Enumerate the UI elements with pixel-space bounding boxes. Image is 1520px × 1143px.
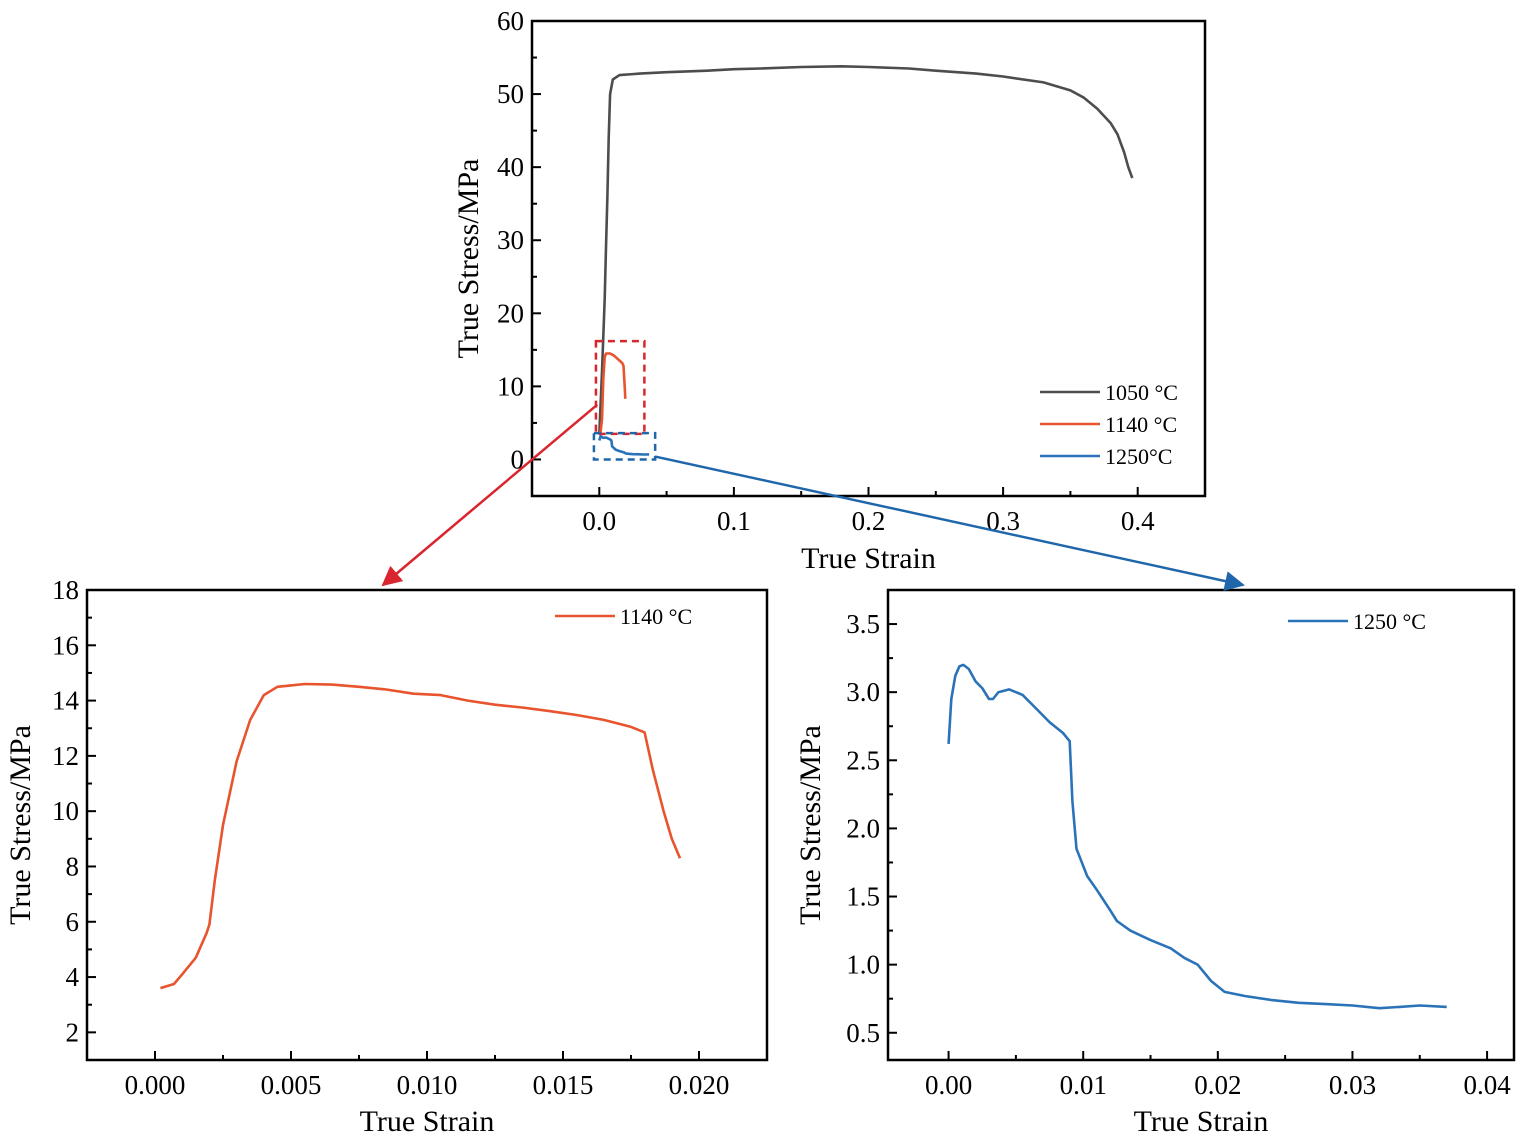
arrow-to-1140-chart xyxy=(381,403,599,587)
plot-frame xyxy=(85,588,769,1062)
x-axis-label: True Strain xyxy=(801,542,936,575)
x-tick-label: 0.020 xyxy=(669,1070,730,1100)
legend-label: 1050 °C xyxy=(1105,380,1178,405)
x-tick-label: 0.010 xyxy=(397,1070,458,1100)
x-tick-label: 0.03 xyxy=(1329,1070,1376,1100)
series-line-1050 xyxy=(598,65,1134,434)
y-tick-label: 60 xyxy=(497,6,524,36)
left-chart: 0.000 0.005 0.010 0.015 0.020 2 4 6 8 10 12 14 16 18 T… xyxy=(4,575,769,1138)
y-tick-label: 20 xyxy=(497,298,524,328)
y-tick-label: 12 xyxy=(52,741,79,771)
legend-label: 1250 °C xyxy=(1353,609,1426,634)
y-tick-label: 2.0 xyxy=(846,813,880,843)
zoom-box-1250 xyxy=(592,431,657,461)
y-tick-label: 14 xyxy=(52,686,80,716)
y-tick-label: 8 xyxy=(66,851,80,881)
x-axis-label: True Strain xyxy=(360,1105,495,1138)
x-tick-label: 0.0 xyxy=(582,506,616,536)
y-tick-label: 40 xyxy=(497,152,524,182)
x-tick-label: 0.01 xyxy=(1060,1070,1107,1100)
x-tick-label: 0.04 xyxy=(1463,1070,1511,1100)
y-tick-label: 0 xyxy=(511,444,525,474)
x-axis-label: True Strain xyxy=(1134,1105,1269,1138)
y-tick-label: 10 xyxy=(497,371,524,401)
y-tick-label: 50 xyxy=(497,79,524,109)
x-tick-label: 0.02 xyxy=(1194,1070,1241,1100)
y-axis-label: True Stress/MPa xyxy=(452,159,485,359)
y-tick-label: 30 xyxy=(497,225,524,255)
series-line-1140 xyxy=(598,352,627,434)
legend-label: 1140 °C xyxy=(1105,412,1177,437)
x-tick-label: 0.000 xyxy=(125,1070,186,1100)
zoom-callouts xyxy=(381,339,1245,591)
y-axis-label: True Stress/MPa xyxy=(4,725,37,925)
x-tick-label: 0.1 xyxy=(717,506,751,536)
y-tick-label: 2.5 xyxy=(846,745,880,775)
zoom-box-1140 xyxy=(594,339,646,436)
y-tick-label: 3.5 xyxy=(846,609,880,639)
y-tick-label: 1.5 xyxy=(846,882,880,912)
x-tick-label: 0.005 xyxy=(261,1070,322,1100)
y-tick-label: 1.0 xyxy=(846,950,880,980)
x-tick-label: 0.2 xyxy=(852,506,886,536)
y-tick-label: 2 xyxy=(66,1017,80,1047)
arrow-to-1250-chart xyxy=(654,455,1245,591)
y-tick-label: 4 xyxy=(66,962,80,992)
y-tick-label: 6 xyxy=(66,907,80,937)
series-line-1250 xyxy=(598,434,650,456)
series-line-1250 xyxy=(947,663,1447,1010)
x-tick-label: 0.00 xyxy=(925,1070,972,1100)
x-tick-label: 0.015 xyxy=(533,1070,594,1100)
y-tick-label: 18 xyxy=(52,575,79,605)
y-tick-label: 0.5 xyxy=(846,1018,880,1048)
legend-label: 1140 °C xyxy=(620,604,692,629)
right-chart: 0.00 0.01 0.02 0.03 0.04 0.5 1.0 1.5 2.0 2.5 3.0 3.… xyxy=(794,588,1516,1138)
series-line-1140 xyxy=(160,682,682,990)
plot-frame xyxy=(886,588,1516,1062)
y-tick-label: 16 xyxy=(52,630,79,660)
legend-label: 1250°C xyxy=(1105,444,1172,469)
y-axis-label: True Stress/MPa xyxy=(794,725,827,925)
y-tick-label: 3.0 xyxy=(846,677,880,707)
x-tick-label: 0.4 xyxy=(1121,506,1155,536)
y-tick-label: 10 xyxy=(52,796,79,826)
